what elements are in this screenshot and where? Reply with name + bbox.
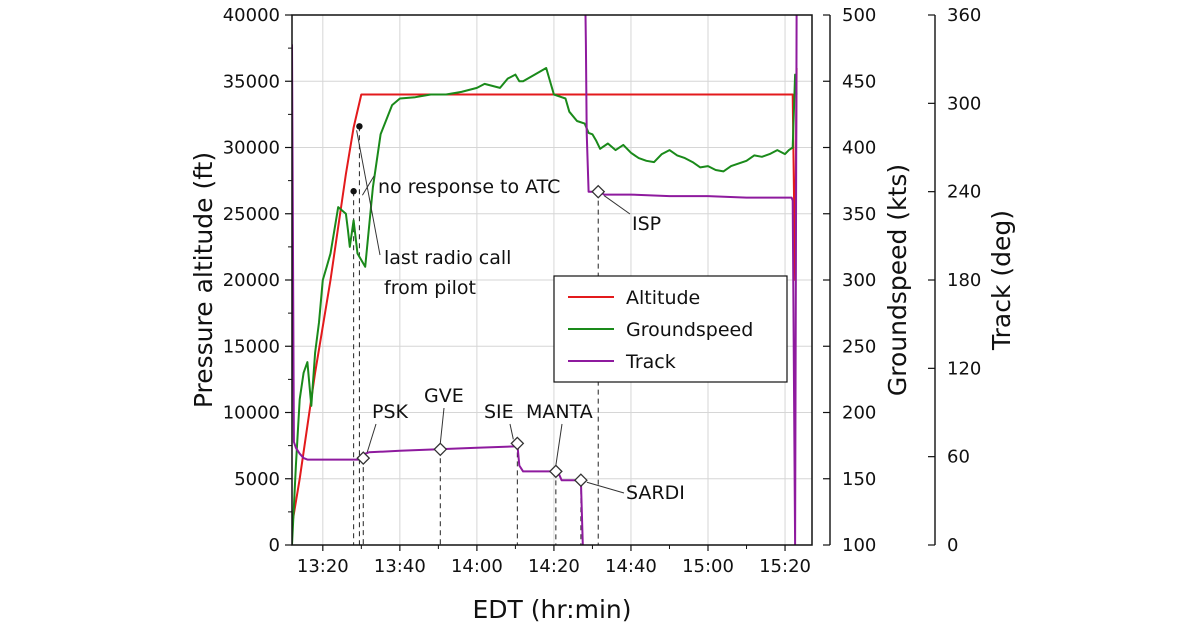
waypoint-label-isp: ISP	[632, 213, 661, 235]
track-axis-label: Track (deg)	[987, 210, 1016, 351]
annotations: no response to ATC last radio call from …	[356, 130, 685, 504]
track-tick-label: 0	[947, 535, 958, 556]
groundspeed-tick-label: 500	[842, 5, 876, 26]
annotation-from-pilot: from pilot	[384, 277, 476, 299]
altitude-axis-label: Pressure altitude (ft)	[189, 152, 218, 408]
altitude-tick-label: 20000	[223, 270, 280, 291]
altitude-tick-label: 15000	[223, 336, 280, 357]
altitude-tick-label: 0	[269, 535, 280, 556]
x-tick-label: 14:20	[528, 556, 580, 577]
waypoint-label-gve: GVE	[424, 385, 464, 407]
x-tick-label: 15:20	[759, 556, 811, 577]
legend-label-groundspeed: Groundspeed	[626, 319, 753, 341]
x-tick-label: 13:20	[297, 556, 349, 577]
track-tick-label: 240	[947, 182, 981, 203]
track-tick-label: 300	[947, 93, 981, 114]
axes: 13:20 13:40 14:00 14:20 14:40 15:00 15:2005000…	[223, 5, 982, 577]
annotation-last-radio-call: last radio call	[384, 247, 511, 269]
altitude-tick-label: 35000	[223, 71, 280, 92]
x-tick-label: 15:00	[682, 556, 734, 577]
track-tick-label: 120	[947, 358, 981, 379]
event-dot	[356, 123, 363, 130]
legend-label-altitude: Altitude	[626, 287, 700, 309]
waypoint-label-manta: MANTA	[526, 401, 593, 423]
annotation-leader-line	[361, 175, 375, 196]
altitude-tick-label: 10000	[223, 403, 280, 424]
altitude-tick-label: 25000	[223, 204, 280, 225]
waypoint-label-psk: PSK	[372, 401, 409, 423]
legend: Altitude Groundspeed Track	[553, 275, 788, 383]
altitude-tick-label: 30000	[223, 138, 280, 159]
track-tick-label: 60	[947, 447, 970, 468]
annotation-leader-line	[509, 423, 514, 440]
groundspeed-tick-label: 200	[842, 403, 876, 424]
event-dot	[350, 188, 357, 195]
series-line-groundspeed	[292, 67, 798, 545]
annotation-leader-line	[555, 423, 563, 466]
track-tick-label: 180	[947, 270, 981, 291]
waypoint-marker-sardi	[573, 473, 588, 488]
groundspeed-tick-label: 100	[842, 535, 876, 556]
groundspeed-tick-label: 400	[842, 138, 876, 159]
annotation-leader-line	[586, 481, 625, 494]
annotation-leader-line	[366, 423, 377, 453]
x-tick-label: 13:40	[374, 556, 426, 577]
groundspeed-tick-label: 250	[842, 336, 876, 357]
waypoint-label-sie: SIE	[484, 401, 514, 423]
x-tick-label: 14:40	[605, 556, 657, 577]
waypoint-marker-isp	[591, 184, 606, 199]
annotation-leader-line	[439, 407, 445, 444]
groundspeed-tick-label: 450	[842, 71, 876, 92]
waypoint-marker-manta	[548, 464, 563, 479]
groundspeed-tick-label: 300	[842, 270, 876, 291]
groundspeed-tick-label: 150	[842, 469, 876, 490]
series-line-altitude	[292, 67, 798, 526]
altitude-tick-label: 5000	[234, 469, 280, 490]
data-markers	[350, 123, 606, 488]
waypoint-marker-gve	[433, 442, 448, 457]
legend-label-track: Track	[625, 351, 676, 373]
waypoint-marker-psk	[356, 451, 371, 466]
altitude-tick-label: 40000	[223, 5, 280, 26]
x-axis-label: EDT (hr:min)	[472, 595, 631, 624]
waypoint-label-sardi: SARDI	[626, 482, 685, 504]
groundspeed-axis-label: Groundspeed (kts)	[883, 164, 912, 396]
x-tick-label: 14:00	[451, 556, 503, 577]
waypoint-marker-sie	[510, 436, 525, 451]
annotation-leader-line	[356, 130, 381, 256]
annotation-leader-line	[603, 195, 631, 215]
groundspeed-tick-label: 350	[842, 204, 876, 225]
annotation-no-response: no response to ATC	[378, 176, 560, 198]
track-tick-label: 360	[947, 5, 981, 26]
